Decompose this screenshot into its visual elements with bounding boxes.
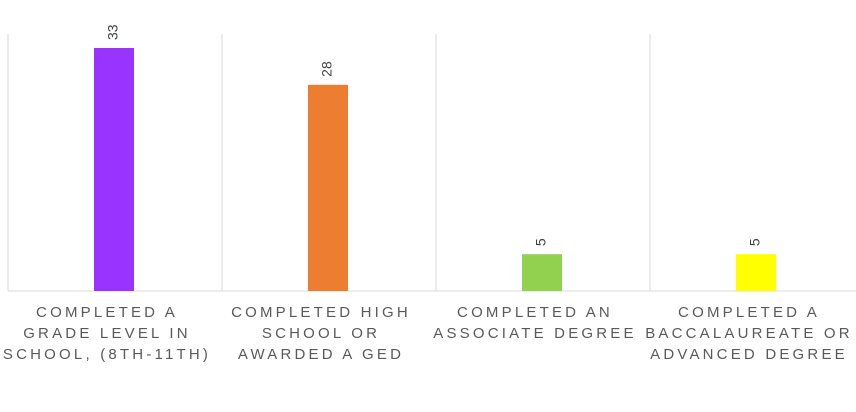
bar-4 (736, 254, 776, 291)
category-label-1: COMPLETED A GRADE LEVEL IN SCHOOL, (8TH-… (2, 304, 212, 363)
data-label-3: 5 (533, 238, 549, 246)
category-label-3: COMPLETED AN ASSOCIATE DEGREE (433, 304, 637, 342)
data-label-1: 33 (105, 24, 121, 40)
bar-2 (308, 84, 348, 292)
category-label-4: COMPLETED A BACCALAUREATE OR ADVANCED DE… (645, 304, 853, 363)
bar-1 (94, 48, 134, 291)
bar-3 (522, 254, 562, 291)
category-label-2: COMPLETED HIGH SCHOOL OR AWARDED A GED (231, 304, 411, 363)
data-label-4: 5 (747, 238, 763, 246)
data-label-2: 28 (319, 61, 335, 77)
